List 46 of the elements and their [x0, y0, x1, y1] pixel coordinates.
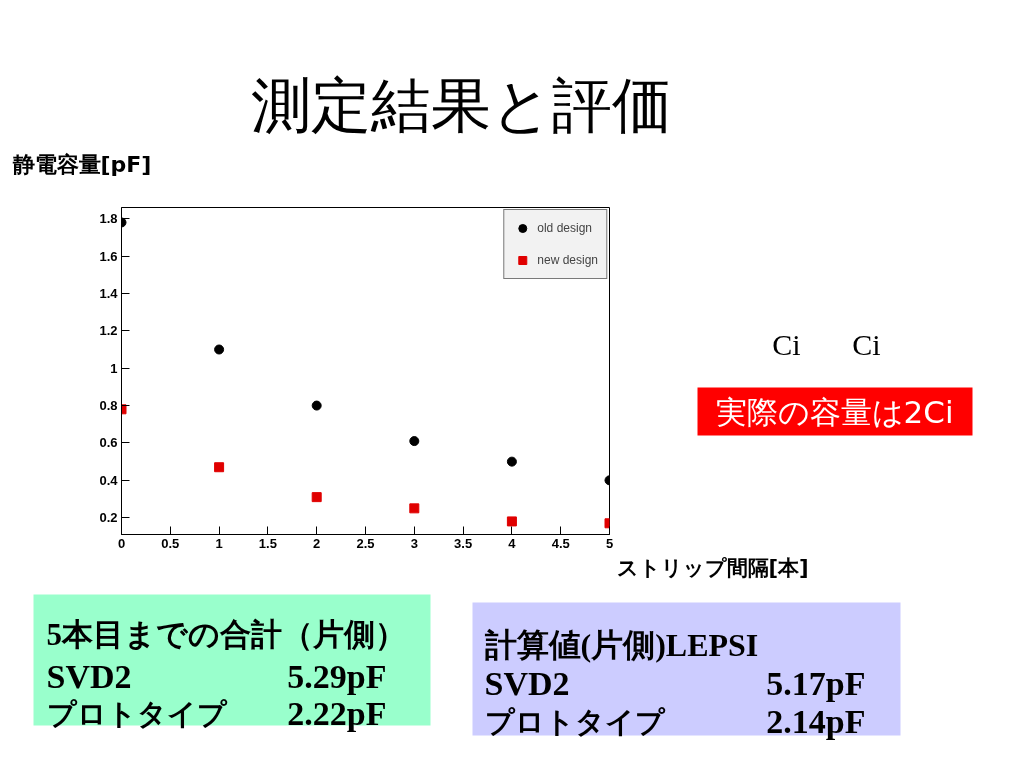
y-tick-label: 0.2 — [99, 510, 118, 526]
y-tick-label: 1.4 — [99, 285, 119, 301]
text: Ci — [772, 328, 801, 361]
y-tick-label: 1.8 — [99, 211, 118, 227]
x-tick-label: 4.5 — [551, 535, 570, 551]
y-tick-label: 1.2 — [99, 323, 118, 339]
text: SVD2 — [46, 658, 132, 695]
x-tick-label: 0 — [117, 535, 126, 551]
text: 5本目までの合計（片側） — [46, 617, 406, 652]
point — [214, 344, 225, 355]
x-tick-label: 1.5 — [258, 535, 277, 551]
point — [311, 400, 322, 411]
x-axis-title: ストリップ間隔[本] — [616, 555, 809, 580]
y-tick-label: 1 — [110, 360, 118, 376]
legend-label: new design — [537, 253, 598, 267]
point — [214, 462, 225, 473]
text: 実際の容量は2Ci — [715, 393, 954, 430]
x-tick-label: 3 — [410, 535, 418, 551]
point — [409, 503, 420, 514]
point — [506, 456, 517, 467]
x-tick-label: 2.5 — [356, 535, 375, 551]
text: 5.29pF — [287, 658, 387, 695]
x-tick-label: 4 — [508, 535, 517, 551]
x-tick-label: 3.5 — [454, 535, 473, 551]
legend-label: old design — [537, 221, 592, 235]
text: プロトタイプ — [46, 697, 228, 730]
text: 5.17pF — [766, 665, 866, 702]
text: Ci — [852, 328, 881, 361]
y-tick-label: 1.6 — [99, 248, 118, 264]
y-tick-label: 0.4 — [99, 472, 119, 488]
x-tick-label: 1 — [215, 535, 223, 551]
y-tick-label: 0.6 — [99, 435, 118, 451]
text: 2.22pF — [287, 695, 387, 732]
text: SVD2 — [484, 665, 570, 702]
text: 2.14pF — [766, 703, 866, 740]
text: 計算値(片側)LEPSI — [483, 626, 759, 663]
x-tick-label: 2 — [313, 535, 321, 551]
point — [506, 516, 517, 527]
point — [311, 492, 322, 503]
y-axis-title: 静電容量[pF] — [11, 152, 152, 177]
point — [409, 436, 420, 447]
text: プロトタイプ — [484, 705, 666, 738]
y-tick-label: 0.8 — [99, 398, 118, 414]
x-tick-label: 0.5 — [161, 535, 180, 551]
x-tick-label: 5 — [605, 535, 614, 551]
chart-title: 測定結果と評価 — [251, 69, 672, 140]
